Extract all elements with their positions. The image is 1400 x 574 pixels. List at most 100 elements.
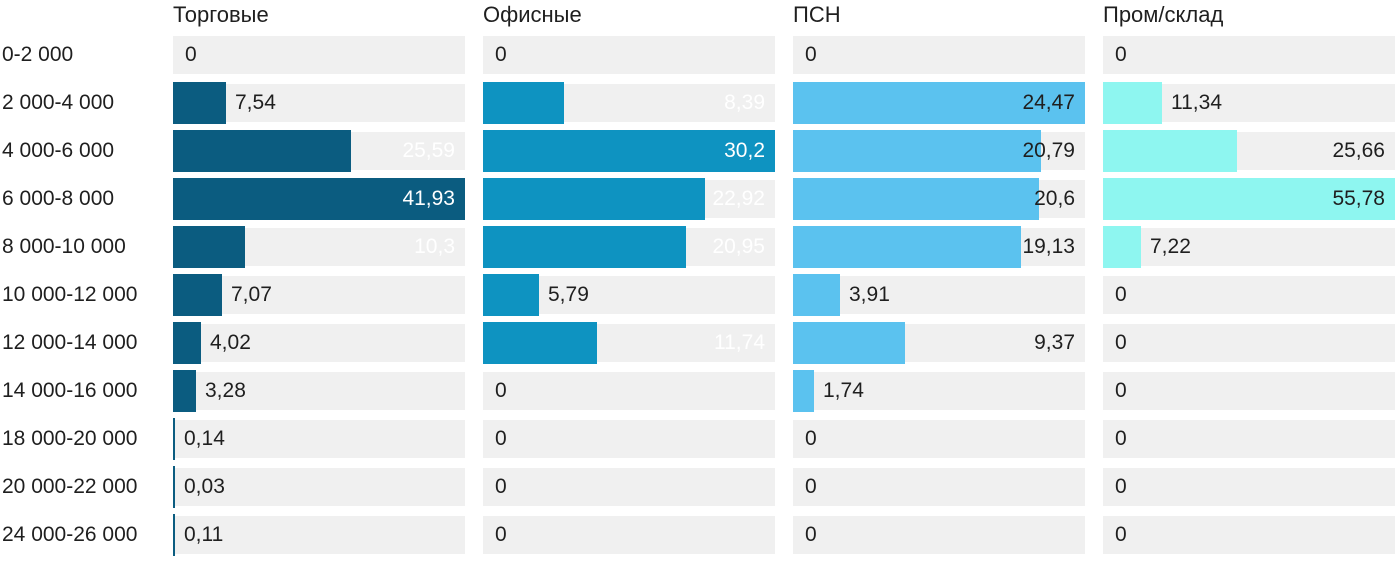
bar xyxy=(173,418,175,460)
bar-track: 7,54 xyxy=(173,82,465,124)
bar-value-label: 24,47 xyxy=(1022,91,1075,114)
chart-row: 2 000-4 000 7,54 8,39 24,47 11,34 xyxy=(0,82,1400,124)
row-label: 0-2 000 xyxy=(2,43,74,66)
row-label: 6 000-8 000 xyxy=(2,187,115,210)
bar xyxy=(793,226,1021,268)
bar-track: 41,93 xyxy=(173,178,465,220)
bar xyxy=(1103,226,1141,268)
column-header: Офисные xyxy=(483,2,582,27)
bar-track: 0 xyxy=(1103,516,1395,554)
bar xyxy=(173,274,222,316)
bar xyxy=(483,226,686,268)
bar-track: 1,74 xyxy=(793,370,1085,412)
bar-value-label: 0 xyxy=(805,43,817,66)
row-label: 8 000-10 000 xyxy=(2,235,126,258)
bar-track: 10,3 xyxy=(173,226,465,268)
column-header: Пром/склад xyxy=(1103,2,1224,27)
bar xyxy=(483,130,775,172)
bar-value-label: 11,74 xyxy=(714,331,765,354)
bar-value-label: 19,13 xyxy=(1022,235,1075,258)
bar-track: 55,78 xyxy=(1103,178,1395,220)
bar-value-label: 20,6 xyxy=(1034,187,1075,210)
bar-track: 7,07 xyxy=(173,274,465,316)
bar-value-label: 4,02 xyxy=(210,331,251,354)
bar-value-label: 0 xyxy=(1115,283,1127,306)
row-label: 18 000-20 000 xyxy=(2,427,138,450)
bar-track: 0 xyxy=(793,420,1085,458)
chart-row: 14 000-16 000 3,28 0 1,74 0 xyxy=(0,370,1400,412)
bar-value-label: 0 xyxy=(495,427,507,450)
bar xyxy=(173,82,226,124)
bar xyxy=(793,82,1085,124)
row-label: 10 000-12 000 xyxy=(2,283,138,306)
row-label: 14 000-16 000 xyxy=(2,379,138,402)
bar-track: 22,92 xyxy=(483,178,775,220)
bar-track: 0 xyxy=(483,516,775,554)
bar-value-label: 0 xyxy=(185,43,197,66)
bar-value-label: 55,78 xyxy=(1332,187,1385,210)
column-headers: Торговые Офисные ПСН Пром/склад xyxy=(0,2,1400,36)
bar-value-label: 0 xyxy=(495,379,507,402)
row-label: 24 000-26 000 xyxy=(2,523,138,546)
bar-value-label: 41,93 xyxy=(402,187,455,210)
bar-value-label: 0 xyxy=(1115,523,1127,546)
bar-track: 25,66 xyxy=(1103,130,1395,172)
bar-track: 0 xyxy=(1103,276,1395,314)
chart-row: 6 000-8 000 41,93 22,92 20,6 55,78 xyxy=(0,178,1400,220)
bar-value-label: 7,54 xyxy=(235,91,276,114)
bar-value-label: 8,39 xyxy=(724,91,765,114)
chart-row: 4 000-6 000 25,59 30,2 20,79 25,66 xyxy=(0,130,1400,172)
chart-row: 0-2 000 0 0 0 0 xyxy=(0,36,1400,74)
bar-track: 0 xyxy=(173,36,465,74)
bar-value-label: 0 xyxy=(1115,43,1127,66)
bar-track: 0 xyxy=(1103,324,1395,362)
bar-track: 9,37 xyxy=(793,322,1085,364)
chart-row: 8 000-10 000 10,3 20,95 19,13 7,22 xyxy=(0,226,1400,268)
bar-track: 0 xyxy=(483,372,775,410)
bar-track: 30,2 xyxy=(483,130,775,172)
bar xyxy=(793,178,1039,220)
bar-track: 5,79 xyxy=(483,274,775,316)
bar-value-label: 0 xyxy=(1115,331,1127,354)
column-header: ПСН xyxy=(793,2,841,27)
bar-track: 0 xyxy=(1103,372,1395,410)
bar-value-label: 5,79 xyxy=(548,283,589,306)
bar-value-label: 22,92 xyxy=(712,187,765,210)
bar xyxy=(793,322,905,364)
bar-value-label: 0,11 xyxy=(184,523,224,546)
bar-value-label: 0 xyxy=(1115,427,1127,450)
bar-track: 4,02 xyxy=(173,322,465,364)
bar-value-label: 0 xyxy=(495,43,507,66)
bar xyxy=(483,322,597,364)
bar-track: 7,22 xyxy=(1103,226,1395,268)
bar-value-label: 20,95 xyxy=(712,235,765,258)
bar xyxy=(173,514,175,556)
bar-track: 20,6 xyxy=(793,178,1085,220)
row-label: 20 000-22 000 xyxy=(2,475,138,498)
chart-row: 20 000-22 000 0,03 0 0 0 xyxy=(0,466,1400,508)
bar xyxy=(1103,82,1162,124)
bar-value-label: 30,2 xyxy=(724,139,765,162)
bar-value-label: 3,91 xyxy=(849,283,890,306)
bar-value-label: 7,22 xyxy=(1150,235,1191,258)
bar xyxy=(483,274,539,316)
chart-rows: 0-2 000 0 0 0 0 2 000-4 000 7,54 8,39 24,47 11,34… xyxy=(0,36,1400,556)
bar-value-label: 0 xyxy=(1115,379,1127,402)
bar-value-label: 0 xyxy=(805,427,817,450)
column-header: Торговые xyxy=(173,2,269,27)
bar-track: 24,47 xyxy=(793,82,1085,124)
chart-row: 18 000-20 000 0,14 0 0 0 xyxy=(0,418,1400,460)
bar-track: 11,74 xyxy=(483,322,775,364)
bar xyxy=(173,466,175,508)
bar-track: 8,39 xyxy=(483,82,775,124)
bar xyxy=(173,370,196,412)
bar-track: 0 xyxy=(1103,420,1395,458)
bar-value-label: 0 xyxy=(805,475,817,498)
bar-value-label: 0 xyxy=(1115,475,1127,498)
bar-value-label: 25,66 xyxy=(1332,139,1385,162)
bar xyxy=(173,322,201,364)
bar-track: 25,59 xyxy=(173,130,465,172)
bar xyxy=(1103,178,1395,220)
bar-track: 0,14 xyxy=(173,418,465,460)
bar-value-label: 0 xyxy=(495,523,507,546)
